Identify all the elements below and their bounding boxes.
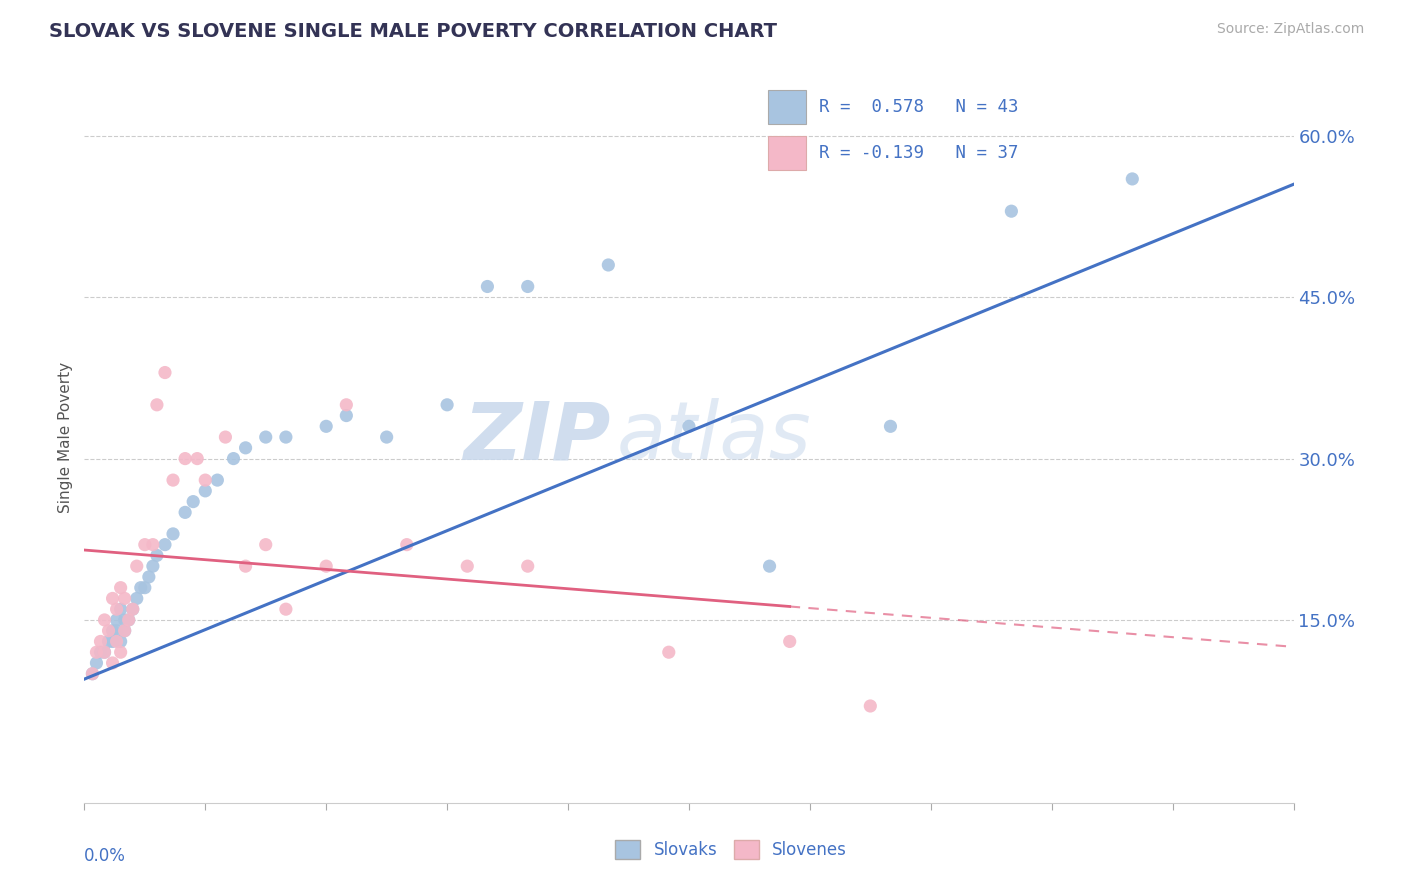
Point	[89, 645, 111, 659]
Point	[89, 634, 111, 648]
Point	[101, 656, 124, 670]
Point	[194, 473, 217, 487]
Point	[375, 430, 398, 444]
Point	[658, 645, 681, 659]
Point	[82, 666, 104, 681]
Point	[118, 613, 141, 627]
Point	[121, 602, 143, 616]
Text: atlas: atlas	[616, 398, 811, 476]
Point	[254, 538, 277, 552]
Point	[101, 634, 124, 648]
Point	[134, 538, 156, 552]
Point	[779, 634, 801, 648]
Point	[121, 602, 143, 616]
Point	[174, 505, 197, 519]
Point	[114, 591, 136, 606]
Point	[138, 570, 160, 584]
Point	[879, 419, 901, 434]
Point	[146, 398, 169, 412]
Point	[235, 559, 257, 574]
Point	[678, 419, 700, 434]
Point	[105, 624, 128, 638]
Point	[110, 602, 132, 616]
Point	[1121, 172, 1143, 186]
Point	[186, 451, 208, 466]
Point	[1000, 204, 1022, 219]
Point	[97, 624, 120, 638]
Point	[142, 559, 165, 574]
Point	[110, 645, 132, 659]
Point	[153, 538, 176, 552]
Point	[162, 527, 184, 541]
Point	[93, 645, 115, 659]
Point	[110, 634, 132, 648]
Point	[114, 613, 136, 627]
Point	[214, 430, 236, 444]
Point	[153, 366, 176, 380]
Point	[335, 409, 357, 423]
Point	[129, 581, 152, 595]
Point	[105, 602, 128, 616]
Point	[142, 538, 165, 552]
Point	[114, 624, 136, 638]
Text: 0.0%: 0.0%	[84, 847, 127, 864]
Text: SLOVAK VS SLOVENE SINGLE MALE POVERTY CORRELATION CHART: SLOVAK VS SLOVENE SINGLE MALE POVERTY CO…	[49, 22, 778, 41]
Point	[97, 634, 120, 648]
Point	[93, 613, 115, 627]
Point	[274, 430, 297, 444]
Legend: Slovaks, Slovenes: Slovaks, Slovenes	[609, 833, 853, 866]
Point	[86, 645, 108, 659]
Point	[162, 473, 184, 487]
Point	[125, 559, 148, 574]
Point	[194, 483, 217, 498]
Point	[101, 591, 124, 606]
Point	[125, 591, 148, 606]
Point	[86, 656, 108, 670]
Point	[134, 581, 156, 595]
Point	[456, 559, 478, 574]
Point	[436, 398, 458, 412]
Point	[181, 494, 204, 508]
Y-axis label: Single Male Poverty: Single Male Poverty	[58, 361, 73, 513]
Point	[315, 559, 337, 574]
Point	[105, 613, 128, 627]
Text: Source: ZipAtlas.com: Source: ZipAtlas.com	[1216, 22, 1364, 37]
Point	[395, 538, 418, 552]
Point	[758, 559, 780, 574]
Point	[516, 279, 538, 293]
Point	[335, 398, 357, 412]
Point	[118, 613, 141, 627]
Point	[477, 279, 499, 293]
Point	[105, 634, 128, 648]
Point	[114, 624, 136, 638]
Point	[254, 430, 277, 444]
Point	[859, 698, 882, 713]
Point	[598, 258, 620, 272]
Point	[222, 451, 245, 466]
Point	[101, 624, 124, 638]
Point	[174, 451, 197, 466]
Point	[207, 473, 229, 487]
Point	[146, 549, 169, 563]
Point	[110, 581, 132, 595]
Point	[235, 441, 257, 455]
Text: ZIP: ZIP	[463, 398, 610, 476]
Point	[516, 559, 538, 574]
Point	[93, 645, 115, 659]
Point	[315, 419, 337, 434]
Point	[82, 666, 104, 681]
Point	[274, 602, 297, 616]
